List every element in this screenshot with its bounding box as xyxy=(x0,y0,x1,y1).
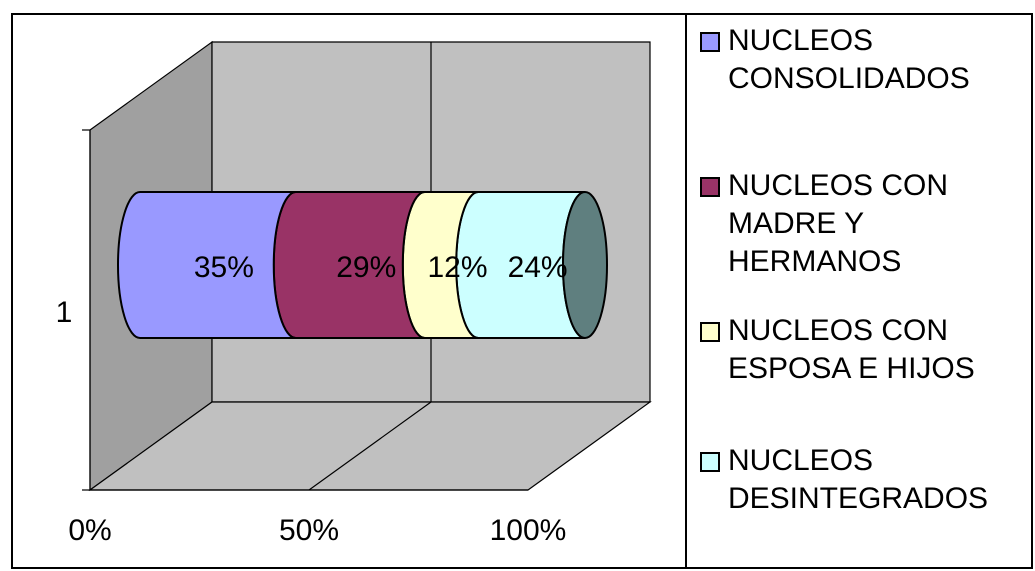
legend-swatch xyxy=(700,177,720,197)
y-category-label: 1 xyxy=(56,296,73,329)
floor-gridline-50 xyxy=(308,401,432,491)
legend-label: NUCLEOS CON MADRE Y HERMANOS xyxy=(728,169,949,278)
legend-item-2: NUCLEOS CON MADRE Y HERMANOS xyxy=(700,167,1028,281)
data-label-4: 24% xyxy=(508,251,568,284)
data-label-3: 12% xyxy=(427,251,487,284)
bar-segment-1 xyxy=(117,191,296,339)
legend-swatch xyxy=(700,322,720,342)
x-tick-label-3: 100% xyxy=(490,514,567,547)
x-tick-label-2: 50% xyxy=(279,514,339,547)
legend-item-4: NUCLEOS DESINTEGRADOS xyxy=(700,442,1028,518)
data-label-1: 35% xyxy=(194,251,254,284)
x-tick-label-1: 0% xyxy=(68,514,111,547)
legend-swatch xyxy=(700,452,720,472)
bar-end-cap xyxy=(562,191,608,339)
legend-label: NUCLEOS CON ESPOSA E HIJOS xyxy=(728,314,975,385)
legend-label: NUCLEOS CONSOLIDADOS xyxy=(728,24,970,95)
legend-item-3: NUCLEOS CON ESPOSA E HIJOS xyxy=(700,312,1028,388)
legend-label: NUCLEOS DESINTEGRADOS xyxy=(728,444,989,515)
chart-frame xyxy=(11,13,1033,569)
legend-item-1: NUCLEOS CONSOLIDADOS xyxy=(700,22,1028,98)
data-label-2: 29% xyxy=(336,251,396,284)
legend-swatch xyxy=(700,32,720,52)
